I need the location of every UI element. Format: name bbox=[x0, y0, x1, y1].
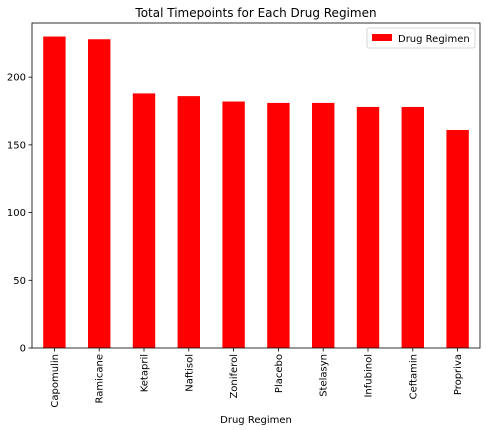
x-tick-label: Propriva bbox=[453, 354, 464, 395]
x-axis-label: Drug Regimen bbox=[220, 415, 292, 426]
bar-placebo bbox=[267, 102, 290, 349]
legend-box bbox=[366, 27, 476, 49]
bar-ramicane bbox=[88, 39, 111, 348]
legend-swatch bbox=[372, 34, 392, 41]
plot-area: Capomulin Ramicane Ketapril Naftisol Zonifer… bbox=[7, 22, 481, 408]
y-tick-label: 150 bbox=[7, 140, 26, 151]
x-tick-label: Placebo bbox=[274, 354, 285, 393]
bar-ketapril bbox=[132, 93, 156, 348]
bar-stelasyn bbox=[312, 102, 335, 349]
bar-infubinol bbox=[356, 106, 380, 349]
plot-frame bbox=[31, 22, 481, 349]
x-tick-label: Ramicane bbox=[95, 354, 106, 404]
bar-capomulin bbox=[43, 36, 66, 348]
x-tick-label: Zoniferol bbox=[229, 354, 240, 399]
bar-zoniferol bbox=[222, 101, 245, 348]
x-tick-label: Ketapril bbox=[140, 354, 151, 392]
chart-title: Total Timepoints for Each Drug Regimen bbox=[134, 6, 376, 20]
y-tick-label: 100 bbox=[7, 208, 26, 219]
x-tick-label: Infubinol bbox=[364, 354, 375, 398]
x-tick-label: Naftisol bbox=[184, 354, 195, 392]
x-tick-label: Capomulin bbox=[50, 354, 61, 408]
x-tick-label: Ceftamin bbox=[408, 354, 419, 399]
bar-propriva bbox=[446, 129, 469, 348]
x-tick-label: Stelasyn bbox=[319, 354, 330, 397]
legend: Drug Regimen bbox=[366, 27, 476, 49]
bar-ceftamin bbox=[401, 106, 424, 349]
bar-naftisol bbox=[177, 96, 200, 349]
y-tick-label: 0 bbox=[20, 344, 26, 355]
y-tick-label: 50 bbox=[13, 276, 26, 287]
y-tick-label: 200 bbox=[7, 73, 26, 84]
legend-label: Drug Regimen bbox=[398, 34, 470, 45]
